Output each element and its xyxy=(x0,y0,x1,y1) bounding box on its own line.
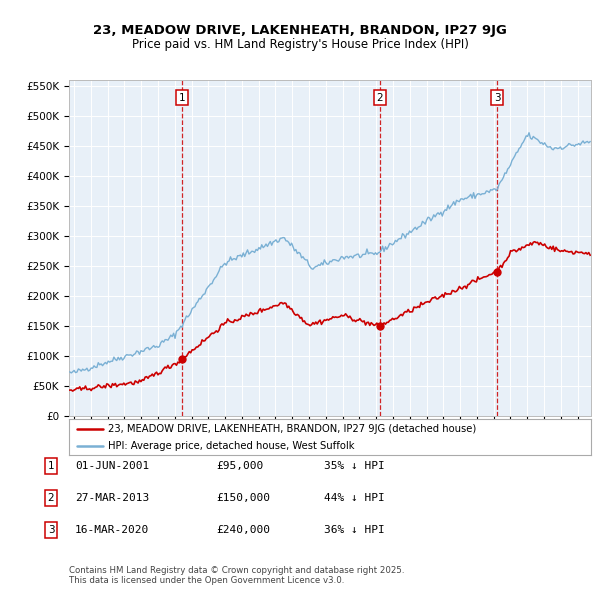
Text: 27-MAR-2013: 27-MAR-2013 xyxy=(75,493,149,503)
Text: 01-JUN-2001: 01-JUN-2001 xyxy=(75,461,149,471)
Text: 2: 2 xyxy=(377,93,383,103)
Text: £240,000: £240,000 xyxy=(216,525,270,535)
Text: 36% ↓ HPI: 36% ↓ HPI xyxy=(324,525,385,535)
Text: 2: 2 xyxy=(47,493,55,503)
Text: 1: 1 xyxy=(47,461,55,471)
Text: 44% ↓ HPI: 44% ↓ HPI xyxy=(324,493,385,503)
Text: 3: 3 xyxy=(494,93,500,103)
Text: Contains HM Land Registry data © Crown copyright and database right 2025.
This d: Contains HM Land Registry data © Crown c… xyxy=(69,566,404,585)
Text: 3: 3 xyxy=(47,525,55,535)
Text: 1: 1 xyxy=(178,93,185,103)
Text: £95,000: £95,000 xyxy=(216,461,263,471)
Text: Price paid vs. HM Land Registry's House Price Index (HPI): Price paid vs. HM Land Registry's House … xyxy=(131,38,469,51)
Text: HPI: Average price, detached house, West Suffolk: HPI: Average price, detached house, West… xyxy=(108,441,355,451)
Text: £150,000: £150,000 xyxy=(216,493,270,503)
Text: 23, MEADOW DRIVE, LAKENHEATH, BRANDON, IP27 9JG: 23, MEADOW DRIVE, LAKENHEATH, BRANDON, I… xyxy=(93,24,507,37)
Text: 16-MAR-2020: 16-MAR-2020 xyxy=(75,525,149,535)
Text: 23, MEADOW DRIVE, LAKENHEATH, BRANDON, IP27 9JG (detached house): 23, MEADOW DRIVE, LAKENHEATH, BRANDON, I… xyxy=(108,424,476,434)
Text: 35% ↓ HPI: 35% ↓ HPI xyxy=(324,461,385,471)
